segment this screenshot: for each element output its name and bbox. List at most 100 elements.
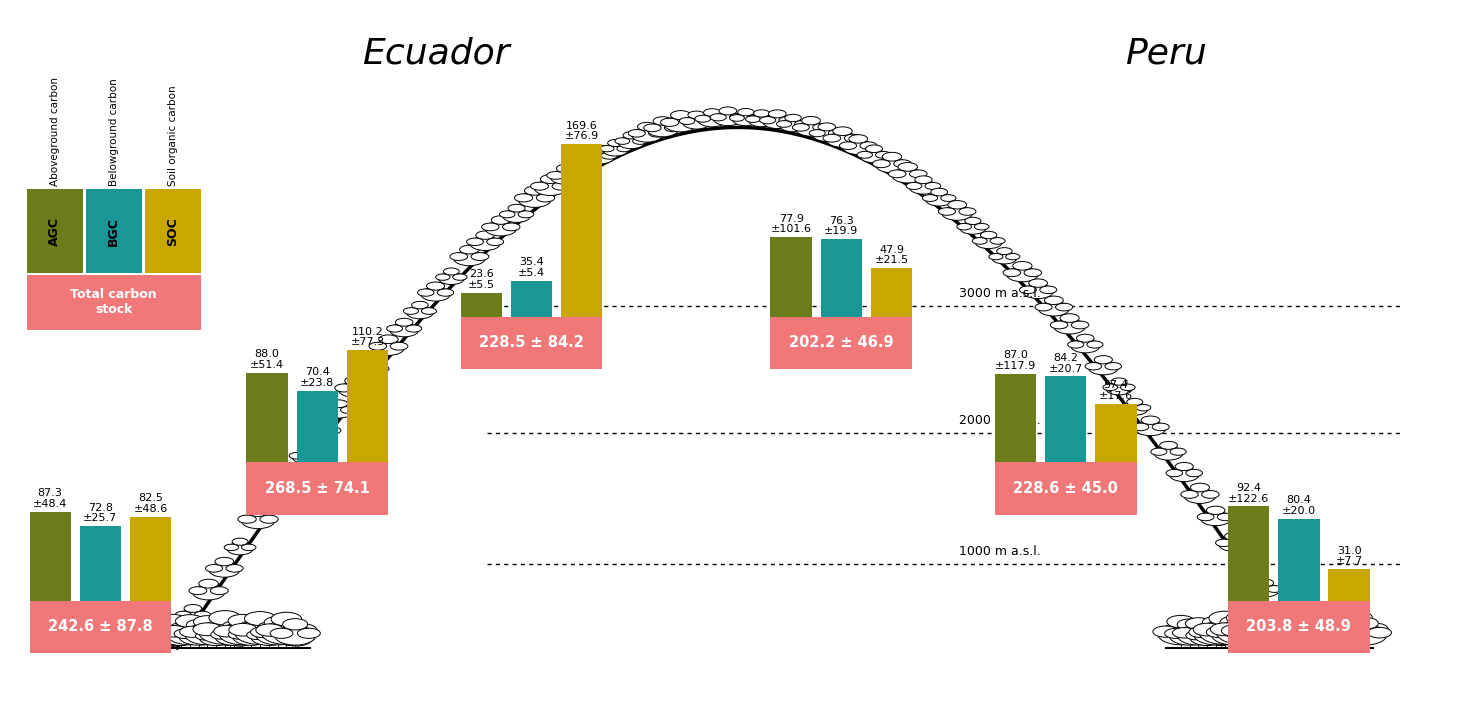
Ellipse shape	[139, 630, 161, 639]
Ellipse shape	[199, 630, 233, 646]
Ellipse shape	[180, 626, 205, 638]
Ellipse shape	[1255, 630, 1275, 639]
Ellipse shape	[207, 630, 227, 639]
Ellipse shape	[1227, 622, 1275, 644]
Ellipse shape	[273, 470, 306, 485]
Text: 228.5 ± 84.2: 228.5 ± 84.2	[478, 336, 584, 350]
Text: 202.2 ± 46.9: 202.2 ± 46.9	[790, 336, 893, 350]
Ellipse shape	[568, 172, 586, 179]
Ellipse shape	[236, 630, 257, 639]
Ellipse shape	[629, 130, 645, 137]
Ellipse shape	[1262, 628, 1286, 638]
Ellipse shape	[93, 628, 128, 646]
Ellipse shape	[1297, 633, 1315, 641]
Ellipse shape	[1238, 625, 1281, 645]
Text: AGC: AGC	[49, 217, 61, 245]
Ellipse shape	[1231, 562, 1247, 569]
Text: 47.9
±21.5: 47.9 ±21.5	[874, 245, 909, 265]
Ellipse shape	[195, 632, 214, 640]
Ellipse shape	[1289, 628, 1312, 638]
Bar	[145, 189, 201, 273]
Ellipse shape	[218, 622, 266, 645]
Ellipse shape	[189, 587, 207, 595]
Ellipse shape	[1340, 611, 1373, 625]
Ellipse shape	[827, 132, 859, 147]
Ellipse shape	[540, 175, 561, 183]
Ellipse shape	[1020, 286, 1036, 293]
Ellipse shape	[1266, 621, 1289, 631]
Bar	[871, 268, 912, 317]
Ellipse shape	[1120, 384, 1135, 390]
Ellipse shape	[223, 621, 245, 631]
Ellipse shape	[227, 634, 254, 646]
Ellipse shape	[251, 628, 286, 646]
Ellipse shape	[1271, 623, 1300, 636]
Ellipse shape	[331, 400, 347, 408]
Ellipse shape	[117, 625, 143, 636]
Ellipse shape	[1340, 632, 1359, 641]
Ellipse shape	[298, 634, 314, 641]
Ellipse shape	[925, 193, 953, 206]
Ellipse shape	[534, 181, 567, 195]
Ellipse shape	[1306, 637, 1318, 643]
Ellipse shape	[406, 325, 422, 332]
Ellipse shape	[599, 146, 614, 151]
Ellipse shape	[1320, 624, 1340, 633]
Ellipse shape	[322, 406, 338, 414]
Ellipse shape	[1218, 513, 1234, 521]
Ellipse shape	[1203, 617, 1230, 628]
Bar	[30, 601, 171, 653]
Ellipse shape	[942, 206, 973, 221]
Ellipse shape	[211, 630, 232, 639]
Ellipse shape	[1072, 321, 1089, 329]
Text: 203.8 ± 48.9: 203.8 ± 48.9	[1246, 620, 1352, 634]
Ellipse shape	[167, 625, 187, 634]
Text: Ecuador: Ecuador	[362, 36, 509, 71]
Ellipse shape	[492, 215, 511, 224]
Ellipse shape	[306, 427, 322, 434]
Ellipse shape	[974, 223, 989, 230]
Ellipse shape	[232, 538, 248, 545]
Ellipse shape	[779, 119, 806, 132]
Ellipse shape	[973, 237, 987, 244]
Ellipse shape	[1103, 384, 1117, 390]
Ellipse shape	[140, 635, 155, 641]
Ellipse shape	[1055, 304, 1073, 311]
Ellipse shape	[261, 621, 311, 644]
Ellipse shape	[849, 135, 868, 143]
Ellipse shape	[176, 614, 204, 628]
Ellipse shape	[183, 631, 202, 640]
Ellipse shape	[602, 144, 629, 156]
Ellipse shape	[515, 194, 533, 202]
Ellipse shape	[140, 613, 170, 626]
Ellipse shape	[1345, 631, 1365, 640]
Ellipse shape	[1222, 625, 1249, 636]
Ellipse shape	[427, 282, 444, 290]
Ellipse shape	[1170, 448, 1187, 455]
Ellipse shape	[1194, 624, 1238, 645]
Ellipse shape	[149, 625, 176, 636]
Ellipse shape	[1216, 539, 1232, 547]
Ellipse shape	[925, 183, 940, 189]
Ellipse shape	[1085, 363, 1101, 370]
Ellipse shape	[1322, 630, 1355, 646]
Ellipse shape	[617, 146, 632, 151]
Ellipse shape	[280, 627, 304, 638]
Text: 268.5 ± 74.1: 268.5 ± 74.1	[264, 481, 370, 496]
Ellipse shape	[125, 621, 149, 631]
Ellipse shape	[1293, 636, 1315, 646]
Ellipse shape	[909, 181, 937, 194]
Ellipse shape	[1339, 628, 1362, 638]
Ellipse shape	[438, 272, 465, 285]
Ellipse shape	[551, 170, 582, 184]
Ellipse shape	[186, 620, 211, 630]
Ellipse shape	[131, 613, 161, 627]
Ellipse shape	[1283, 631, 1302, 640]
Ellipse shape	[335, 384, 353, 392]
Ellipse shape	[280, 464, 300, 473]
Ellipse shape	[307, 453, 322, 459]
Ellipse shape	[1290, 637, 1303, 643]
Ellipse shape	[158, 633, 176, 641]
Ellipse shape	[1067, 341, 1083, 348]
Ellipse shape	[568, 162, 595, 175]
